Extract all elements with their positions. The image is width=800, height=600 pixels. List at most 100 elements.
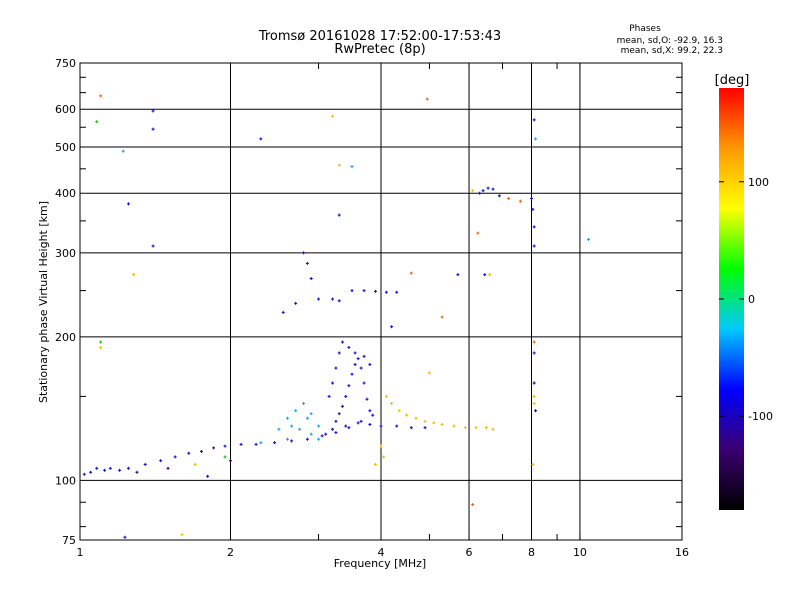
data-point — [309, 412, 313, 416]
data-point — [344, 394, 348, 398]
data-point — [305, 416, 309, 420]
data-point — [531, 462, 535, 466]
data-point — [259, 137, 263, 141]
phase-info-o: mean, sd,O: -92.9, 16.3 — [617, 36, 723, 46]
data-point — [212, 446, 216, 450]
data-point — [95, 466, 99, 470]
chart-title: Tromsø 20161028 17:52:00-17:53:43 — [258, 29, 501, 44]
data-point — [423, 419, 427, 423]
x-tick-label: 2 — [227, 546, 234, 559]
data-point — [187, 451, 191, 455]
data-point — [126, 466, 130, 470]
data-point — [463, 426, 467, 430]
data-point — [531, 207, 535, 211]
x-tick-label: 10 — [573, 546, 587, 559]
data-point — [353, 362, 357, 366]
y-tick-label: 600 — [55, 103, 76, 116]
data-point — [452, 424, 456, 428]
data-point — [259, 441, 263, 445]
data-point — [206, 474, 210, 478]
data-point — [118, 468, 122, 472]
data-point — [532, 401, 536, 405]
colorbar-label: [deg] — [715, 73, 750, 88]
data-point — [302, 251, 306, 255]
data-point — [309, 432, 313, 436]
data-point — [99, 94, 103, 98]
data-point — [337, 412, 341, 416]
grid-lines — [80, 63, 682, 540]
x-axis-label: Frequency [MHz] — [334, 557, 426, 570]
data-point — [331, 427, 335, 431]
data-point — [337, 213, 341, 217]
data-point — [132, 273, 136, 277]
x-tick-label: 4 — [378, 546, 385, 559]
y-tick-label: 500 — [55, 141, 76, 154]
data-point — [143, 462, 147, 466]
data-point — [309, 277, 313, 281]
data-point — [409, 271, 413, 275]
data-point — [99, 340, 103, 344]
data-point — [193, 462, 197, 466]
data-point — [285, 437, 289, 441]
data-point — [317, 297, 321, 301]
data-point — [481, 189, 485, 193]
data-point — [95, 120, 99, 124]
data-point — [384, 394, 388, 398]
y-tick-label: 100 — [55, 474, 76, 487]
data-point — [337, 351, 341, 355]
data-point — [384, 290, 388, 294]
data-point — [347, 426, 351, 430]
data-point — [390, 325, 394, 329]
data-point — [331, 297, 335, 301]
data-point — [317, 424, 321, 428]
data-point — [532, 351, 536, 355]
data-point — [379, 424, 383, 428]
x-tick-label: 8 — [528, 546, 535, 559]
y-tick-label: 750 — [55, 57, 76, 70]
data-point — [277, 427, 281, 431]
data-point — [356, 357, 360, 361]
data-point — [103, 468, 107, 472]
data-point — [305, 261, 309, 265]
data-point — [534, 137, 538, 141]
data-point — [362, 354, 366, 358]
phase-info-box: Phases mean, sd,O: -92.9, 16.3 mean, sd,… — [617, 24, 723, 56]
data-point — [320, 434, 324, 438]
data-point — [491, 187, 495, 191]
data-point — [126, 202, 130, 206]
data-point — [507, 196, 511, 200]
data-point — [89, 470, 93, 474]
data-point — [334, 431, 338, 435]
data-point — [488, 273, 492, 277]
data-point — [166, 466, 170, 470]
data-point — [425, 97, 429, 101]
data-point — [374, 462, 378, 466]
data-point — [484, 426, 488, 430]
y-tick-label: 400 — [55, 187, 76, 200]
data-point — [254, 442, 258, 446]
data-point — [353, 351, 357, 355]
data-point — [368, 409, 372, 413]
x-tick-label: 16 — [675, 546, 689, 559]
data-point — [159, 459, 163, 463]
data-point — [151, 109, 155, 113]
data-point — [239, 442, 243, 446]
data-point — [478, 191, 482, 195]
data-point — [534, 409, 538, 413]
data-point — [298, 427, 302, 431]
y-tick-label: 200 — [55, 331, 76, 344]
data-point — [108, 466, 112, 470]
data-point — [347, 345, 351, 349]
data-point — [350, 372, 354, 376]
data-point — [456, 273, 460, 277]
data-point — [123, 535, 127, 539]
data-point — [223, 455, 227, 459]
data-point — [327, 394, 331, 398]
data-point — [368, 362, 372, 366]
data-point — [200, 449, 204, 453]
data-point — [350, 165, 354, 169]
data-point — [273, 441, 277, 445]
data-point — [173, 455, 177, 459]
phase-info-x: mean, sd,X: 99.2, 22.3 — [621, 46, 723, 56]
